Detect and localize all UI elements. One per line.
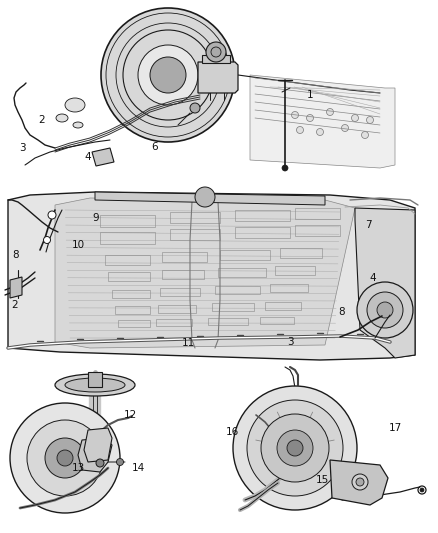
Polygon shape — [55, 198, 355, 348]
Polygon shape — [10, 277, 22, 298]
Text: 3: 3 — [19, 143, 25, 153]
Text: 17: 17 — [389, 423, 402, 433]
Text: 4: 4 — [85, 152, 91, 162]
Text: 4: 4 — [370, 273, 376, 283]
Circle shape — [282, 165, 288, 171]
Ellipse shape — [65, 378, 125, 392]
Circle shape — [211, 47, 221, 57]
Polygon shape — [78, 438, 112, 472]
Text: 9: 9 — [93, 213, 99, 223]
Polygon shape — [202, 55, 230, 63]
Circle shape — [96, 459, 104, 467]
Ellipse shape — [56, 114, 68, 122]
Polygon shape — [92, 148, 114, 166]
Circle shape — [307, 115, 314, 122]
Circle shape — [45, 438, 85, 478]
Text: 10: 10 — [71, 240, 85, 250]
Text: 7: 7 — [365, 220, 371, 230]
Text: 2: 2 — [12, 300, 18, 310]
Circle shape — [356, 478, 364, 486]
Polygon shape — [198, 62, 238, 93]
Circle shape — [367, 117, 374, 124]
Text: 2: 2 — [39, 115, 45, 125]
Polygon shape — [95, 192, 325, 205]
Circle shape — [367, 292, 403, 328]
Circle shape — [150, 57, 186, 93]
Circle shape — [317, 128, 324, 135]
Circle shape — [43, 237, 50, 244]
Text: 3: 3 — [287, 337, 293, 347]
Circle shape — [377, 302, 393, 318]
Circle shape — [361, 132, 368, 139]
Circle shape — [57, 450, 73, 466]
Circle shape — [48, 211, 56, 219]
Polygon shape — [355, 208, 415, 358]
Circle shape — [190, 103, 200, 113]
Text: 15: 15 — [315, 475, 328, 485]
Text: 16: 16 — [226, 427, 239, 437]
Circle shape — [233, 386, 357, 510]
Text: 1: 1 — [307, 90, 313, 100]
Circle shape — [195, 187, 215, 207]
FancyBboxPatch shape — [88, 372, 102, 387]
Circle shape — [357, 282, 413, 338]
Text: 8: 8 — [13, 250, 19, 260]
Polygon shape — [8, 192, 415, 360]
Circle shape — [297, 126, 304, 133]
Circle shape — [326, 109, 333, 116]
Circle shape — [420, 488, 424, 492]
Ellipse shape — [73, 122, 83, 128]
Circle shape — [277, 430, 313, 466]
Circle shape — [287, 440, 303, 456]
Circle shape — [206, 42, 226, 62]
Text: 11: 11 — [181, 338, 194, 348]
Text: 6: 6 — [152, 142, 158, 152]
Polygon shape — [84, 428, 112, 462]
Circle shape — [247, 400, 343, 496]
Text: 14: 14 — [131, 463, 145, 473]
Circle shape — [352, 474, 368, 490]
Circle shape — [352, 115, 358, 122]
Text: 13: 13 — [71, 463, 85, 473]
Text: 12: 12 — [124, 410, 137, 420]
Text: 8: 8 — [339, 307, 345, 317]
Circle shape — [27, 420, 103, 496]
Ellipse shape — [55, 374, 135, 396]
Circle shape — [261, 414, 329, 482]
Circle shape — [10, 403, 120, 513]
Ellipse shape — [65, 98, 85, 112]
Circle shape — [342, 125, 349, 132]
Circle shape — [101, 8, 235, 142]
Polygon shape — [330, 460, 388, 505]
Polygon shape — [250, 75, 395, 168]
Circle shape — [138, 45, 198, 105]
Circle shape — [292, 111, 299, 118]
Circle shape — [117, 458, 124, 465]
